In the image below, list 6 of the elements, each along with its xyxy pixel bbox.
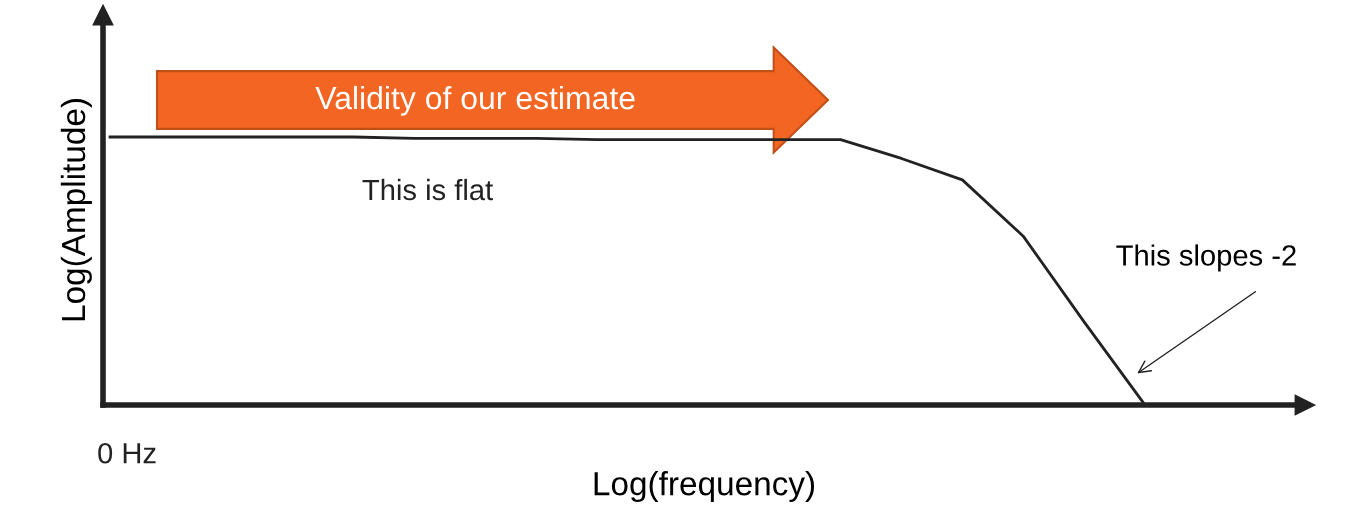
- x-axis-title: Log(frequency): [594, 470, 815, 503]
- annotation: This slopes -2: [1116, 244, 1296, 272]
- annotation: This is flat: [362, 178, 493, 201]
- text: Validity of our estimate: [315, 85, 635, 116]
- text: 0 Hz: [98, 442, 156, 464]
- y-axis-title: Log(Amplitude): [60, 99, 92, 321]
